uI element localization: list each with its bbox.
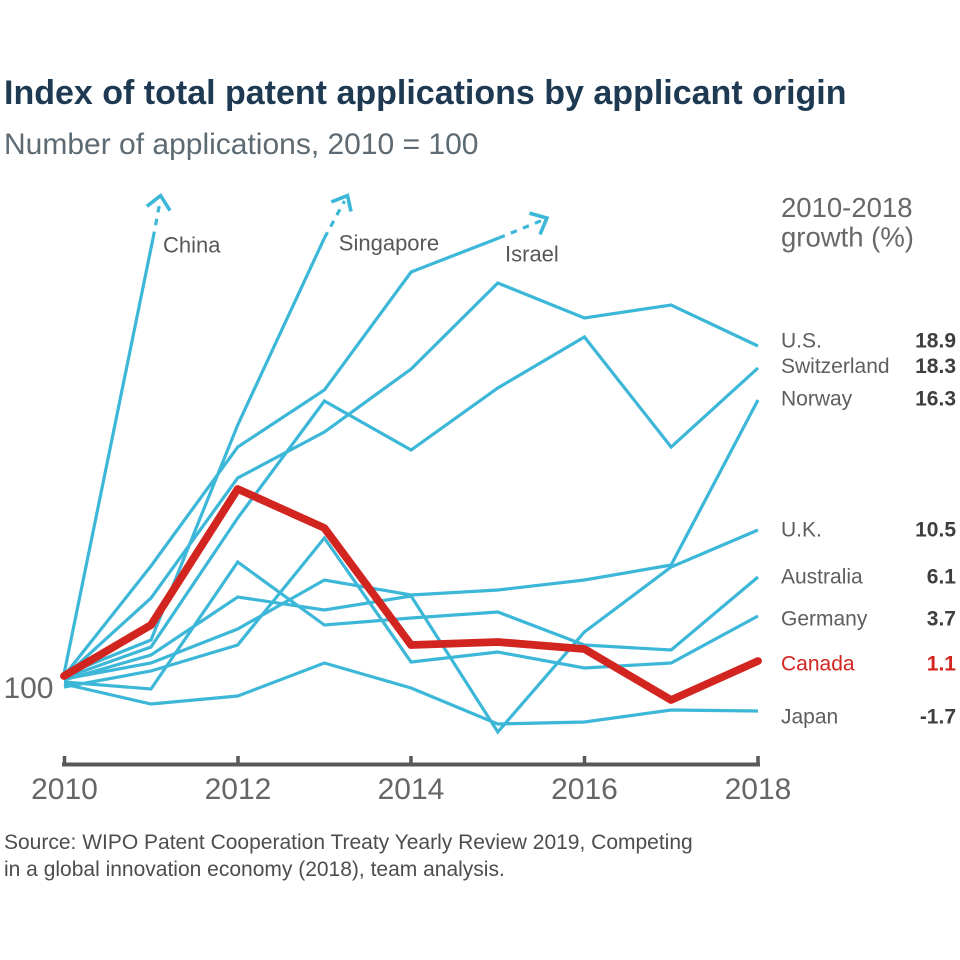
svg-text:100: 100 bbox=[3, 672, 53, 705]
svg-text:Index of total patent applicat: Index of total patent applications by ap… bbox=[4, 74, 847, 112]
svg-text:2018: 2018 bbox=[725, 773, 792, 806]
svg-text:16.3: 16.3 bbox=[915, 387, 956, 410]
svg-text:Switzerland: Switzerland bbox=[781, 355, 890, 378]
svg-text:2014: 2014 bbox=[378, 773, 445, 806]
svg-text:U.K.: U.K. bbox=[781, 519, 822, 542]
svg-text:2016: 2016 bbox=[551, 773, 618, 806]
svg-text:2010: 2010 bbox=[31, 773, 98, 806]
svg-text:18.9: 18.9 bbox=[915, 330, 956, 353]
svg-text:-1.7: -1.7 bbox=[920, 706, 956, 729]
svg-text:Number of applications, 2010 =: Number of applications, 2010 = 100 bbox=[4, 128, 478, 161]
svg-text:18.3: 18.3 bbox=[915, 355, 956, 378]
svg-text:2012: 2012 bbox=[205, 773, 272, 806]
svg-text:in a global innovation economy: in a global innovation economy (2018), t… bbox=[4, 858, 505, 881]
svg-text:Source: WIPO Patent Cooperatio: Source: WIPO Patent Cooperation Treaty Y… bbox=[4, 831, 693, 854]
svg-text:2010-2018: 2010-2018 bbox=[781, 192, 913, 223]
svg-text:3.7: 3.7 bbox=[927, 608, 956, 631]
svg-text:6.1: 6.1 bbox=[927, 566, 957, 589]
svg-text:Singapore: Singapore bbox=[339, 231, 439, 256]
svg-text:Japan: Japan bbox=[781, 706, 838, 729]
svg-text:growth (%): growth (%) bbox=[781, 222, 914, 253]
svg-text:Norway: Norway bbox=[781, 387, 853, 410]
svg-text:Germany: Germany bbox=[781, 608, 868, 631]
svg-text:China: China bbox=[163, 233, 221, 258]
svg-text:U.S.: U.S. bbox=[781, 330, 822, 353]
svg-text:Australia: Australia bbox=[781, 566, 863, 589]
svg-text:Canada: Canada bbox=[781, 653, 855, 676]
svg-text:1.1: 1.1 bbox=[927, 653, 957, 676]
svg-text:10.5: 10.5 bbox=[915, 519, 956, 542]
svg-text:Israel: Israel bbox=[505, 242, 559, 267]
